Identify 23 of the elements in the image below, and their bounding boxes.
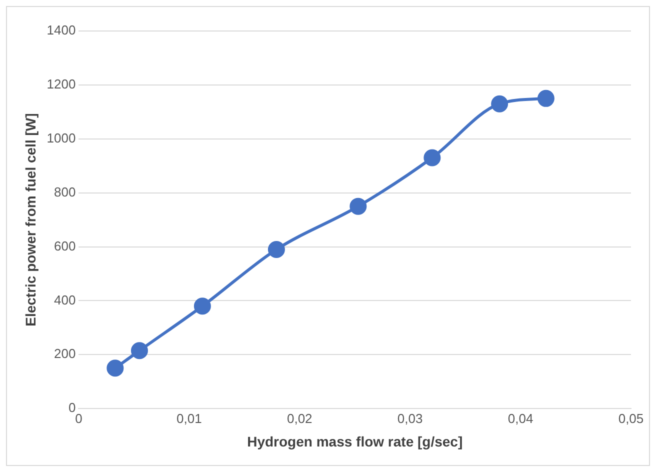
point [350,198,367,215]
y-tick-label: 400 [54,292,76,308]
y-tick-label: 600 [54,238,76,254]
x-tick-label: 0,05 [618,410,644,426]
x-axis-title: Hydrogen mass flow rate [g/sec] [247,433,463,450]
y-tick-label: 0 [68,400,76,416]
point [106,360,124,377]
x-tick-label: 0,04 [508,410,534,426]
point [130,342,148,360]
x-tick-label: 0,02 [286,410,312,426]
point [424,149,441,166]
x-tick-label: 0,01 [176,410,202,426]
point [268,240,285,258]
point [194,298,211,315]
y-tick-label: 1200 [46,76,76,92]
y-tick-label: 1000 [46,130,76,146]
x-tick-label: 0,03 [397,410,423,426]
y-axis-title: Electric power from fuel cell [W] [22,113,38,326]
y-tick-label: 1400 [46,22,76,38]
point [491,95,508,112]
y-tick-label: 800 [54,184,76,200]
point [537,90,554,107]
y-tick-label: 200 [54,346,76,362]
